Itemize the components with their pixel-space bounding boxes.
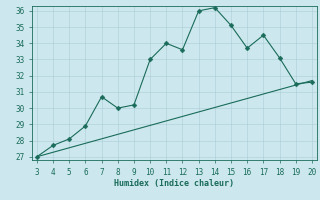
X-axis label: Humidex (Indice chaleur): Humidex (Indice chaleur) — [115, 179, 234, 188]
